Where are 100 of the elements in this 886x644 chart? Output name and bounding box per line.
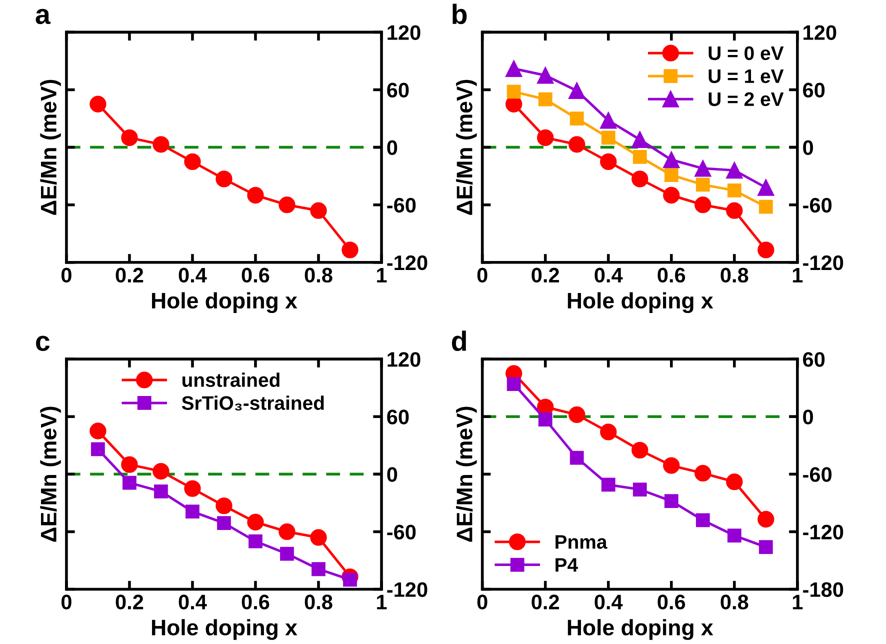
point	[342, 242, 358, 258]
x-tick-label: 1	[792, 594, 803, 610]
point	[600, 424, 617, 440]
point	[122, 476, 136, 490]
x-tick-label: 0.8	[720, 268, 748, 283]
x-tick-label: 0.2	[116, 268, 144, 283]
point	[91, 442, 105, 456]
point	[310, 529, 327, 546]
point	[694, 196, 712, 214]
y-tick-label: -60	[387, 198, 416, 213]
point	[186, 504, 200, 519]
point	[726, 474, 743, 490]
point	[663, 457, 680, 474]
point	[121, 129, 138, 146]
chart-title: d	[452, 330, 466, 352]
x-tick-label: 0	[61, 594, 72, 610]
point	[537, 67, 554, 84]
x-tick-label: 0.6	[242, 268, 270, 283]
y-tick-label: 60	[803, 352, 825, 367]
legend-label: unstrained	[182, 372, 280, 387]
y-tick-label: 60	[387, 410, 409, 424]
point	[278, 196, 296, 214]
y-tick-label: -60	[803, 467, 832, 482]
y-axis-title: ΔE/Mn (meV)	[456, 80, 477, 215]
y-tick-label: 120	[804, 25, 836, 40]
point	[601, 478, 616, 492]
x-tick-label: 0	[477, 268, 488, 283]
point	[758, 200, 773, 214]
point	[343, 572, 357, 587]
chart-title: c	[36, 336, 50, 352]
point	[152, 462, 170, 480]
x-tick-label: 1	[377, 594, 387, 610]
point	[216, 497, 232, 514]
point	[727, 184, 742, 198]
legend-label: U = 0 eV	[708, 46, 784, 60]
point	[90, 96, 106, 112]
point	[216, 170, 232, 188]
legend-label: U = 2 eV	[708, 92, 784, 106]
point	[154, 484, 168, 498]
point	[758, 242, 774, 258]
x-tick-label: 0	[477, 594, 488, 610]
y-tick-label: 0	[803, 410, 813, 424]
legend-label: P4	[556, 558, 578, 572]
legend-label: U = 1 eV	[708, 70, 784, 84]
y-tick-label: 60	[803, 82, 825, 98]
point	[632, 482, 647, 496]
point	[248, 534, 262, 548]
point	[537, 129, 554, 146]
y-tick-label: 60	[387, 82, 409, 98]
point	[600, 112, 617, 129]
point	[632, 131, 648, 148]
point	[694, 464, 712, 482]
x-tick-label: 0.4	[178, 268, 207, 283]
point	[310, 202, 327, 219]
point	[570, 450, 584, 465]
point	[758, 179, 774, 196]
point	[152, 136, 170, 153]
x-tick-label: 0	[61, 268, 72, 283]
point	[601, 130, 616, 145]
point	[632, 170, 648, 188]
x-tick-label: 0.2	[532, 268, 559, 283]
point	[568, 82, 586, 100]
x-tick-label: 0.6	[658, 268, 686, 283]
point	[726, 202, 743, 219]
point	[278, 523, 296, 540]
y-axis-title: ΔE/Mn (meV)	[40, 80, 61, 215]
point	[696, 513, 710, 528]
y-tick-label: -60	[387, 524, 416, 540]
point	[664, 494, 678, 508]
chart-title: a	[36, 8, 51, 24]
point	[664, 168, 678, 182]
y-tick-label: 0	[387, 140, 398, 156]
x-tick-label: 0.4	[594, 268, 623, 283]
y-tick-label: -120	[803, 524, 844, 540]
y-tick-label: -60	[803, 198, 832, 213]
y-tick-label: 0	[803, 140, 813, 156]
legend-label: Pnma	[556, 535, 608, 549]
y-tick-label: 0	[387, 467, 398, 482]
x-tick-label: 0.6	[242, 594, 270, 610]
x-tick-label: 0.8	[304, 268, 332, 283]
y-tick-label: -120	[387, 255, 428, 270]
point	[506, 377, 521, 391]
point	[538, 92, 552, 106]
point	[694, 160, 712, 177]
y-axis-title: ΔE/Mn (meV)	[456, 406, 477, 542]
point	[538, 412, 552, 426]
legend-label: SrTiO₃-strained	[182, 396, 324, 410]
point	[568, 406, 586, 424]
x-axis-title: Hole doping x	[568, 292, 714, 314]
y-tick-label: -180	[803, 582, 844, 598]
x-tick-label: 0.4	[178, 594, 207, 610]
point	[506, 60, 522, 77]
y-axis-title: ΔE/Mn (meV)	[40, 406, 61, 542]
point	[570, 112, 584, 126]
point	[696, 178, 710, 192]
point	[632, 150, 647, 164]
x-tick-label: 1	[792, 268, 803, 282]
y-tick-label: -120	[387, 582, 428, 598]
point	[184, 480, 201, 497]
point	[726, 162, 743, 179]
